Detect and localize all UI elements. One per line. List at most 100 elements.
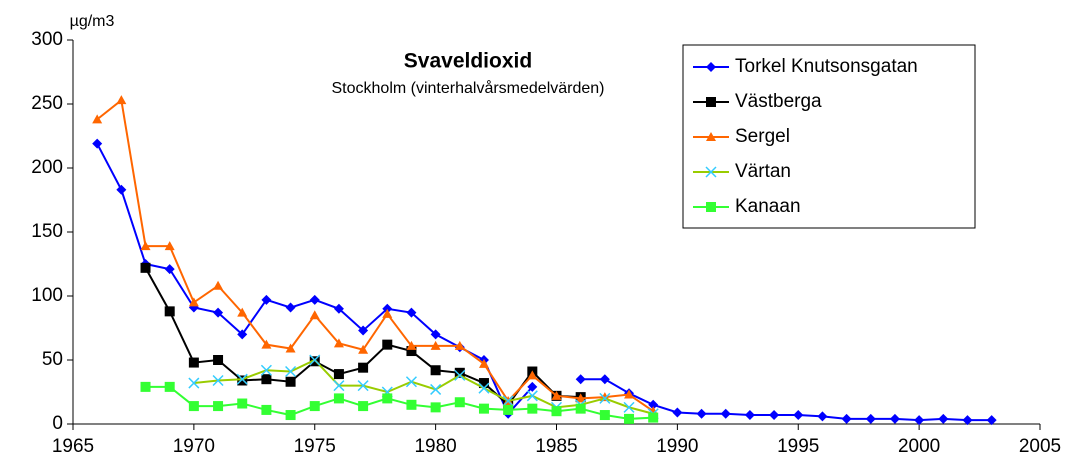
marker xyxy=(705,166,717,178)
marker xyxy=(599,392,611,404)
marker xyxy=(358,401,369,412)
x-tick-label: 1985 xyxy=(535,436,577,457)
marker xyxy=(285,410,296,421)
marker xyxy=(333,393,344,404)
x-tick-label: 1995 xyxy=(777,436,819,457)
x-tick-label: 1990 xyxy=(656,436,698,457)
marker xyxy=(213,355,224,365)
marker xyxy=(865,413,876,424)
marker xyxy=(309,294,320,305)
legend-label: Kanaan xyxy=(735,196,801,217)
marker xyxy=(164,264,175,275)
x-tick-label: 1975 xyxy=(294,436,336,457)
marker xyxy=(986,415,997,426)
marker xyxy=(454,369,466,381)
marker xyxy=(382,308,393,318)
marker xyxy=(938,413,949,424)
marker xyxy=(889,413,900,424)
marker xyxy=(333,338,344,348)
legend-label: Västberga xyxy=(735,91,822,112)
marker xyxy=(237,398,248,409)
marker xyxy=(261,404,272,415)
y-tick-label: 300 xyxy=(31,29,63,50)
marker xyxy=(793,410,804,421)
marker xyxy=(706,97,716,107)
marker xyxy=(285,302,296,313)
marker xyxy=(309,401,320,412)
marker xyxy=(116,95,127,105)
marker xyxy=(769,410,780,421)
marker xyxy=(188,297,199,307)
marker xyxy=(140,241,151,251)
marker xyxy=(261,294,272,305)
x-tick-label: 1970 xyxy=(173,436,215,457)
marker xyxy=(382,393,393,404)
legend-label: Sergel xyxy=(735,126,790,147)
marker xyxy=(333,303,344,314)
marker xyxy=(527,370,538,380)
marker xyxy=(213,280,224,290)
marker xyxy=(333,369,344,380)
legend-label: Torkel Knutsonsgatan xyxy=(735,56,918,77)
marker xyxy=(624,413,635,424)
marker xyxy=(502,395,514,407)
marker xyxy=(309,310,320,320)
marker xyxy=(551,390,562,400)
marker xyxy=(406,346,417,357)
marker xyxy=(430,383,442,395)
marker xyxy=(527,381,538,392)
marker xyxy=(648,412,659,423)
marker xyxy=(164,381,175,392)
chart-subtitle: Stockholm (vinterhalvårsmedelvärden) xyxy=(332,79,605,97)
marker xyxy=(212,374,224,387)
marker xyxy=(599,410,610,421)
marker xyxy=(551,406,562,417)
marker xyxy=(696,408,707,419)
marker xyxy=(357,380,369,392)
marker xyxy=(260,364,272,376)
marker xyxy=(706,202,716,212)
marker xyxy=(430,365,441,376)
marker xyxy=(454,340,465,350)
marker xyxy=(213,401,224,412)
marker xyxy=(623,401,635,413)
marker xyxy=(478,378,489,389)
marker xyxy=(382,339,393,350)
marker xyxy=(430,402,441,413)
y-tick-label: 250 xyxy=(31,93,63,114)
x-tick-label: 1965 xyxy=(52,436,94,457)
legend-label: Värtan xyxy=(735,161,791,182)
x-tick-label: 1980 xyxy=(414,436,456,457)
marker xyxy=(575,393,586,403)
marker xyxy=(841,413,852,424)
marker xyxy=(188,401,199,412)
marker xyxy=(454,367,465,378)
marker xyxy=(575,374,586,385)
marker xyxy=(744,410,755,421)
marker xyxy=(358,325,369,336)
marker xyxy=(358,362,369,373)
marker xyxy=(706,62,716,72)
marker xyxy=(92,114,103,124)
marker xyxy=(706,132,716,141)
marker xyxy=(358,344,369,354)
marker xyxy=(92,138,103,149)
series-line xyxy=(145,385,654,420)
marker xyxy=(962,415,973,426)
marker xyxy=(599,374,610,385)
y-tick-label: 0 xyxy=(52,413,63,434)
marker xyxy=(261,339,272,349)
marker xyxy=(164,241,175,251)
marker xyxy=(430,329,441,340)
marker xyxy=(817,411,828,422)
marker xyxy=(285,343,296,353)
marker xyxy=(406,399,417,410)
marker xyxy=(720,408,731,419)
chart-title: Svaveldioxid xyxy=(404,50,532,73)
marker xyxy=(188,357,199,368)
marker xyxy=(478,358,489,368)
marker xyxy=(285,365,297,378)
marker xyxy=(140,381,151,392)
y-tick-label: 100 xyxy=(31,285,63,306)
